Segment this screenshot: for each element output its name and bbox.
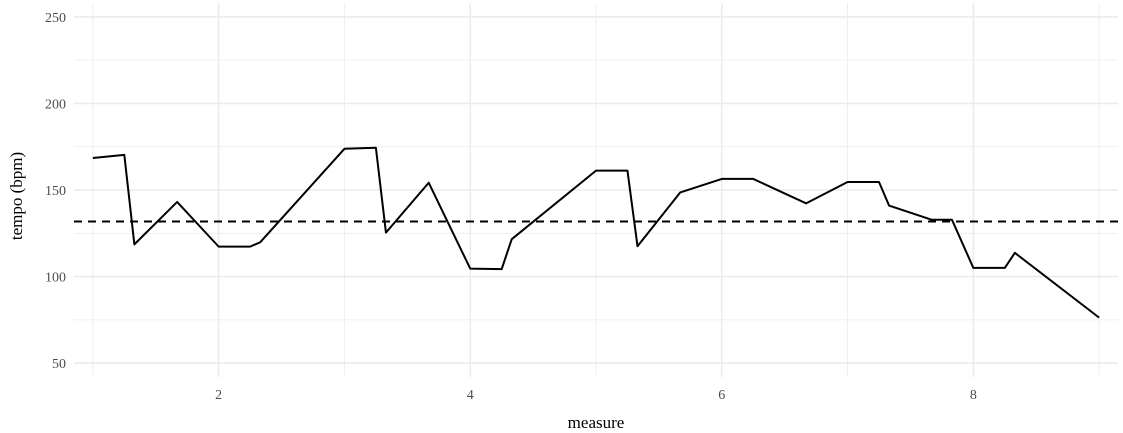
series-layer bbox=[92, 146, 1100, 319]
x-axis-tick-labels: 2 4 6 8 bbox=[215, 388, 977, 403]
y-axis-tick-labels: 50 100 150 200 250 bbox=[45, 11, 66, 372]
y-tick-label: 50 bbox=[52, 357, 66, 372]
x-tick-label: 4 bbox=[467, 388, 474, 403]
tempo-series-line bbox=[92, 146, 1100, 319]
y-axis-title: tempo (bpm) bbox=[7, 152, 26, 240]
x-tick-label: 8 bbox=[970, 388, 977, 403]
y-tick-label: 100 bbox=[45, 271, 66, 286]
y-tick-label: 200 bbox=[45, 97, 66, 112]
x-tick-label: 6 bbox=[718, 388, 725, 403]
y-tick-label: 250 bbox=[45, 11, 66, 26]
x-axis-title: measure bbox=[568, 413, 625, 432]
major-grid bbox=[74, 3, 1118, 377]
x-tick-label: 2 bbox=[215, 388, 222, 403]
y-tick-label: 150 bbox=[45, 184, 66, 199]
